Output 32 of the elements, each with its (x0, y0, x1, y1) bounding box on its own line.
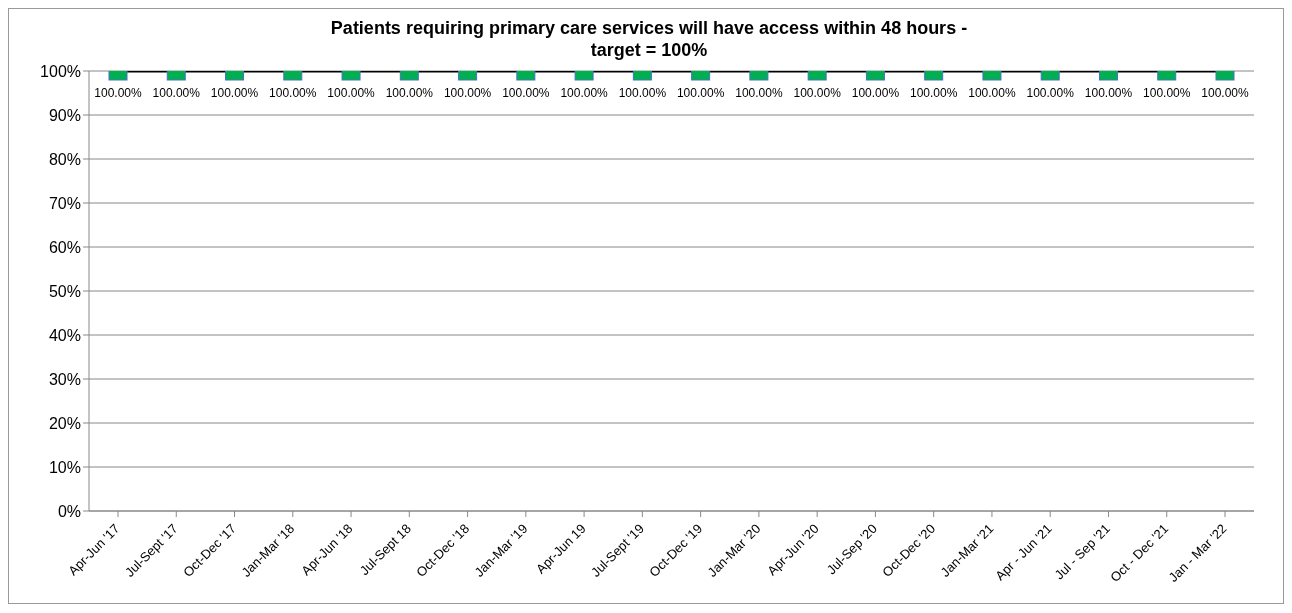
data-label: 100.00% (968, 86, 1016, 100)
y-tick-label: 50% (48, 282, 81, 300)
y-tick-label: 70% (48, 194, 81, 212)
data-label: 100.00% (385, 86, 434, 100)
data-label: 100.00% (910, 86, 958, 100)
y-tick-label: 60% (48, 238, 81, 256)
data-label: 100.00% (152, 86, 201, 100)
y-tick-label: 20% (48, 414, 81, 432)
data-label: 100.00% (793, 86, 842, 100)
data-label: 100.00% (327, 86, 376, 100)
chart-title: Patients requiring primary care services will have access within 48 hours - target = 100% (329, 17, 969, 61)
data-label: 100.00% (94, 86, 143, 100)
data-label: 100.00% (269, 86, 317, 100)
y-tick-label: 10% (48, 458, 81, 476)
data-label: 100.00% (1201, 86, 1250, 100)
y-tick-label: 100% (40, 62, 81, 80)
y-tick-label: 40% (48, 326, 81, 344)
data-label: 100.00% (560, 86, 609, 100)
data-label: 100.00% (1143, 86, 1191, 100)
data-label: 100.00% (618, 86, 667, 100)
data-label: 100.00% (735, 86, 783, 100)
data-label: 100.00% (676, 86, 725, 100)
y-tick-label: 90% (48, 106, 81, 124)
data-label: 100.00% (502, 86, 550, 100)
data-label: 100.00% (210, 86, 259, 100)
data-label: 100.00% (1084, 86, 1133, 100)
data-label: 100.00% (1026, 86, 1075, 100)
data-label: 100.00% (851, 86, 900, 100)
y-tick-label: 0% (57, 502, 81, 520)
y-tick-label: 80% (48, 150, 81, 168)
y-tick-label: 30% (48, 370, 81, 388)
data-label: 100.00% (443, 86, 492, 100)
